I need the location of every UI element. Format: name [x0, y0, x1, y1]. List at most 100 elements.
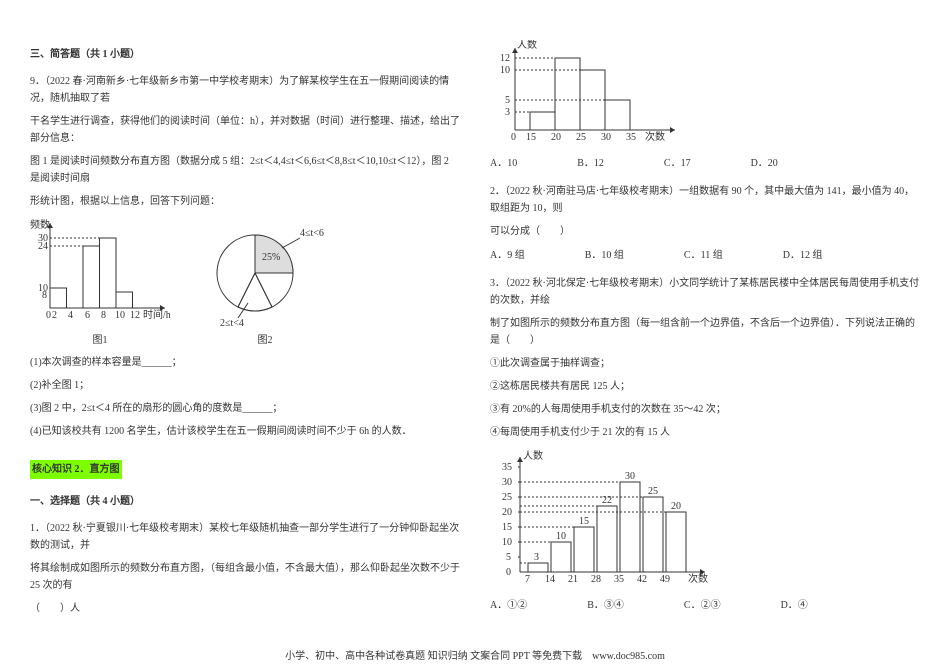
opt-c: C．17: [664, 154, 691, 169]
q3-line1: 3．（2022 秋·河北保定·七年级校考期末）小文同学统计了某栋居民楼中全体居民…: [490, 275, 920, 309]
q3-line2: 制了如图所示的频数分布直方图（每一组含前一个边界值，不含后一个边界值）．下列说法…: [490, 315, 920, 349]
svg-text:20: 20: [551, 132, 561, 143]
q9-line3: 图 1 是阅读时间频数分布直方图（数据分成 5 组：2≤t＜4,4≤t＜6,6≤…: [30, 153, 460, 187]
svg-text:4≤t<6: 4≤t<6: [300, 228, 324, 239]
svg-text:25: 25: [648, 486, 658, 497]
svg-text:28: 28: [591, 574, 601, 585]
svg-text:35: 35: [626, 132, 636, 143]
svg-text:8: 8: [42, 290, 47, 301]
opt-b: B．12: [577, 154, 604, 169]
svg-text:15: 15: [502, 522, 512, 533]
svg-text:35: 35: [614, 574, 624, 585]
svg-text:25: 25: [502, 492, 512, 503]
svg-text:49: 49: [660, 574, 670, 585]
figure2-caption: 图2: [200, 331, 330, 346]
svg-text:0: 0: [511, 132, 516, 143]
q1-line2: 将其绘制成如图所示的频数分布直方图，（每组含最小值，不含最大值），那么仰卧起坐次…: [30, 560, 460, 594]
opt-a: A．①②: [490, 596, 527, 611]
q3-options: A．①② B．③④ C．②③ D．④: [490, 596, 920, 611]
svg-text:14: 14: [545, 574, 555, 585]
q3-c2: ②这栋居民楼共有居民 125 人；: [490, 378, 920, 395]
opt-d: D．④: [781, 596, 808, 611]
q9-sub2: (2)补全图 1；: [30, 377, 460, 394]
svg-text:8: 8: [101, 310, 106, 321]
q9-line4: 形统计图，根据以上信息，回答下列问题：: [30, 193, 460, 210]
svg-text:人数: 人数: [517, 40, 537, 51]
figure4-svg: 0 5 10 15 20 25 30 35 人数: [490, 447, 720, 587]
svg-text:35: 35: [502, 462, 512, 473]
figure3-svg: 12 10 5 3 人数 0 15 20 25 30 35 次数: [490, 40, 690, 145]
q1-options: A．10 B．12 C．17 D．20: [490, 154, 920, 169]
section3-title: 三、简答题（共 1 小题）: [30, 46, 460, 63]
right-column: 12 10 5 3 人数 0 15 20 25 30 35 次数 A．10 B．…: [490, 40, 920, 625]
q3-c3: ③有 20%的人每周使用手机支付的次数在 35～42 次；: [490, 401, 920, 418]
svg-text:10: 10: [115, 310, 125, 321]
svg-text:2: 2: [52, 310, 57, 321]
opt-d: D．20: [751, 154, 778, 169]
svg-text:12: 12: [130, 310, 140, 321]
svg-text:20: 20: [671, 501, 681, 512]
opt-b: B．10 组: [585, 246, 624, 261]
q9-sub4: (4)已知该校共有 1200 名学生，估计该校学生在五一假期间阅读时间不少于 6…: [30, 423, 460, 440]
svg-text:时间/h: 时间/h: [143, 308, 170, 321]
svg-text:2≤t<4: 2≤t<4: [220, 318, 244, 328]
svg-text:6: 6: [85, 310, 90, 321]
q1-line1: 1．（2022 秋·宁夏银川·七年级校考期末）某校七年级随机抽查一部分学生进行了…: [30, 520, 460, 554]
q2-options: A．9 组 B．10 组 C．11 组 D．12 组: [490, 246, 920, 261]
figure3: 12 10 5 3 人数 0 15 20 25 30 35 次数: [490, 40, 920, 148]
opt-c: C．②③: [684, 596, 721, 611]
svg-text:人数: 人数: [523, 449, 543, 462]
opt-c: C．11 组: [684, 246, 723, 261]
opt-d: D．12 组: [783, 246, 823, 261]
svg-text:42: 42: [637, 574, 647, 585]
figure2-svg: 25% 4≤t<6 2≤t<4: [200, 218, 330, 328]
figure1: 30 24 10 8 频数 0 2 4 6 8 10 12 时间/h 图1: [30, 218, 170, 346]
svg-text:21: 21: [568, 574, 578, 585]
q9-sub1: (1)本次调查的样本容量是______；: [30, 354, 460, 371]
svg-text:22: 22: [602, 495, 612, 506]
svg-text:24: 24: [38, 241, 48, 252]
svg-text:30: 30: [601, 132, 611, 143]
svg-text:5: 5: [505, 95, 510, 106]
svg-text:频数: 频数: [30, 218, 50, 231]
svg-text:12: 12: [500, 53, 510, 64]
q2-line1: 2．（2022 秋·河南驻马店·七年级校考期末）一组数据有 90 个，其中最大值…: [490, 183, 920, 217]
svg-text:25%: 25%: [262, 252, 280, 263]
q3-c4: ④每周使用手机支付少于 21 次的有 15 人: [490, 424, 920, 441]
svg-text:次数: 次数: [688, 572, 708, 585]
svg-text:10: 10: [556, 531, 566, 542]
svg-text:15: 15: [526, 132, 536, 143]
section1-title: 一、选择题（共 4 小题）: [30, 493, 460, 510]
svg-text:5: 5: [506, 552, 511, 563]
svg-text:4: 4: [68, 310, 73, 321]
figure-row: 30 24 10 8 频数 0 2 4 6 8 10 12 时间/h 图1: [30, 218, 460, 346]
svg-text:10: 10: [500, 65, 510, 76]
opt-a: A．9 组: [490, 246, 525, 261]
q3-c1: ①此次调查属于抽样调查；: [490, 355, 920, 372]
svg-text:7: 7: [525, 574, 530, 585]
svg-text:30: 30: [502, 477, 512, 488]
figure1-svg: 30 24 10 8 频数 0 2 4 6 8 10 12 时间/h: [30, 218, 170, 328]
svg-text:15: 15: [579, 516, 589, 527]
figure4: 0 5 10 15 20 25 30 35 人数: [490, 447, 920, 590]
core-knowledge: 核心知识 2．直方图: [30, 460, 122, 479]
svg-text:20: 20: [502, 507, 512, 518]
q9-line1: 9．（2022 春·河南新乡·七年级新乡市第一中学校考期末）为了解某校学生在五一…: [30, 73, 460, 107]
svg-text:25: 25: [576, 132, 586, 143]
svg-text:3: 3: [534, 552, 539, 563]
q9-sub3: (3)图 2 中，2≤t＜4 所在的扇形的圆心角的度数是______；: [30, 400, 460, 417]
figure2: 25% 4≤t<6 2≤t<4 图2: [200, 218, 330, 346]
svg-text:次数: 次数: [645, 130, 665, 143]
opt-b: B．③④: [587, 596, 624, 611]
svg-text:0: 0: [506, 567, 511, 578]
svg-text:0: 0: [46, 310, 51, 321]
svg-text:10: 10: [502, 537, 512, 548]
opt-a: A．10: [490, 154, 517, 169]
q1-line3: （ ）人: [30, 600, 460, 617]
q2-line2: 可以分成（ ）: [490, 223, 920, 240]
left-column: 三、简答题（共 1 小题） 9．（2022 春·河南新乡·七年级新乡市第一中学校…: [30, 40, 460, 625]
footer: 小学、初中、高中各种试卷真题 知识归纳 文案合同 PPT 等免费下载 www.d…: [0, 647, 950, 662]
q9-line2: 干名学生进行调查，获得他们的阅读时间（单位：h），并对数据（时间）进行整理、描述…: [30, 113, 460, 147]
svg-text:30: 30: [625, 471, 635, 482]
svg-text:3: 3: [505, 107, 510, 118]
